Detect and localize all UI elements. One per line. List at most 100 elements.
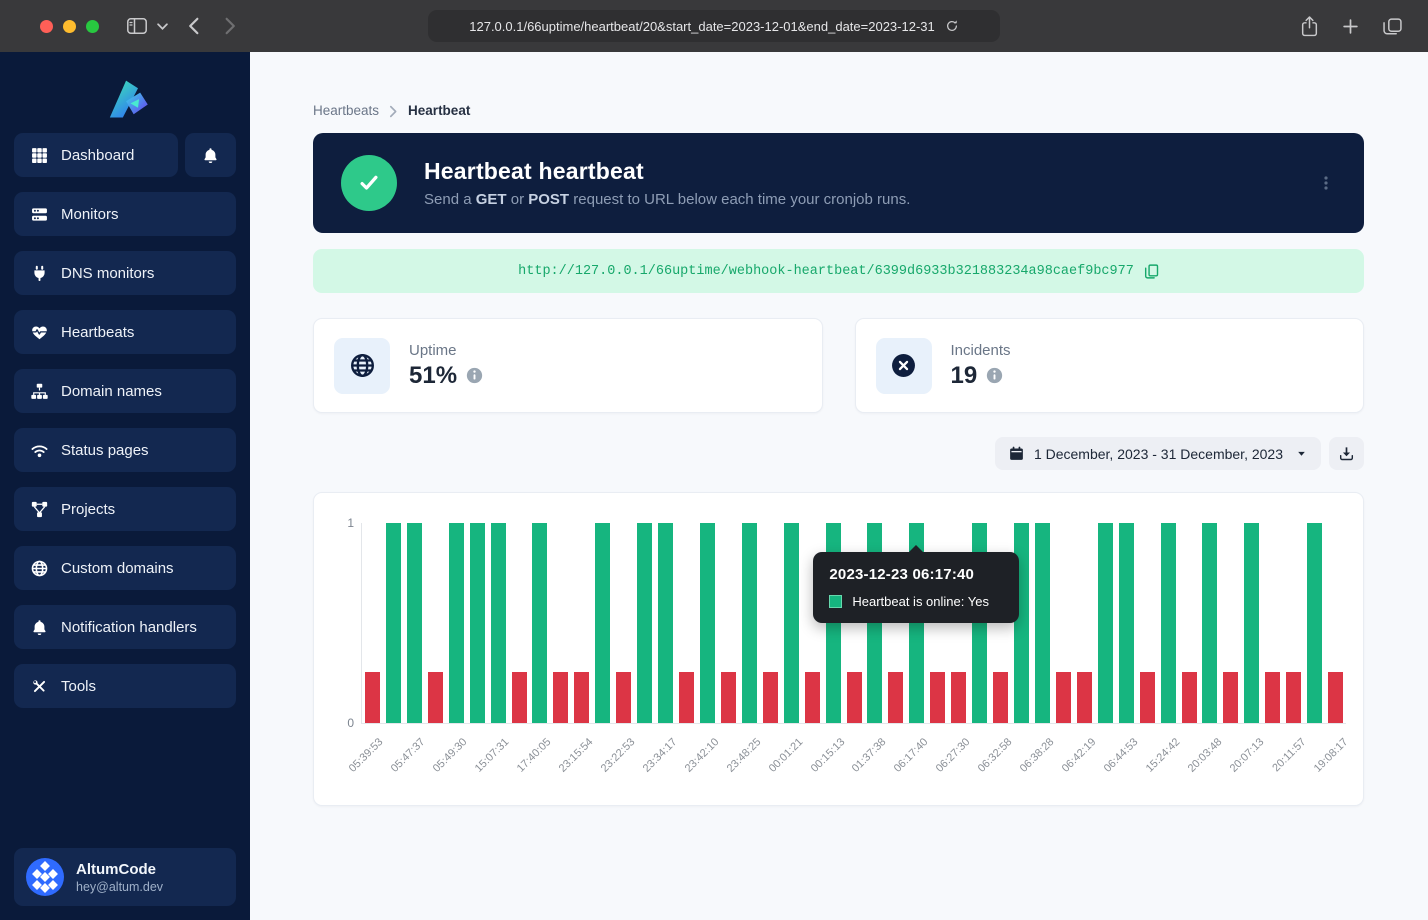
sidebar-item-tools[interactable]: Tools [14, 664, 236, 708]
sidebar-item-label: DNS monitors [61, 264, 155, 282]
heartbeat-bar[interactable] [404, 523, 425, 723]
x-axis-tick-label: 15:24:42 [1143, 736, 1183, 775]
back-icon[interactable] [188, 17, 199, 35]
share-icon[interactable] [1301, 15, 1318, 37]
heartbeat-bar[interactable] [550, 523, 571, 723]
heartbeat-bar[interactable] [1116, 523, 1137, 723]
heartbeat-bar[interactable] [802, 523, 823, 723]
heartbeat-bar[interactable] [1032, 523, 1053, 723]
heartbeat-bar[interactable] [739, 523, 760, 723]
check-icon [360, 175, 378, 190]
sidebar-item-label: Projects [61, 500, 116, 518]
copy-icon[interactable] [1144, 263, 1159, 279]
heartbeat-bar[interactable] [634, 523, 655, 723]
webhook-url-bar[interactable]: http://127.0.0.1/66uptime/webhook-heartb… [313, 249, 1364, 293]
heartbeat-bar[interactable] [509, 523, 530, 723]
heartbeat-bar[interactable] [425, 523, 446, 723]
reload-icon[interactable] [945, 19, 959, 33]
sidebar: Dashboard Monitors DNS monitors Heartbeats… [0, 52, 250, 920]
sidebar-item-heartbeats[interactable]: Heartbeats [14, 310, 236, 354]
breadcrumb-parent-link[interactable]: Heartbeats [313, 103, 380, 118]
new-tab-icon[interactable] [1342, 18, 1359, 35]
sidebar-item-projects[interactable]: Projects [14, 487, 236, 531]
globe-icon [334, 337, 390, 394]
heartbeat-bar[interactable] [530, 523, 551, 723]
url-text: 127.0.0.1/66uptime/heartbeat/20&start_da… [469, 18, 935, 34]
grid-icon [31, 147, 48, 164]
heartbeat-bar[interactable] [613, 523, 634, 723]
y-axis-tick: 0 [347, 716, 354, 730]
x-axis-tick-label: 20:11:57 [1269, 736, 1309, 775]
sidebar-item-status-pages[interactable]: Status pages [14, 428, 236, 472]
user-card[interactable]: AltumCode hey@altum.dev [14, 848, 236, 906]
sidebar-item-dns-monitors[interactable]: DNS monitors [14, 251, 236, 295]
notifications-button[interactable] [185, 133, 236, 177]
sidebar-toggle-icon[interactable] [127, 18, 147, 34]
x-axis-tick-label: 00:15:13 [808, 736, 848, 775]
heartbeat-bar[interactable] [760, 523, 781, 723]
forward-icon[interactable] [225, 17, 236, 35]
heartbeat-bar[interactable] [1325, 523, 1346, 723]
y-axis-tick: 1 [347, 516, 354, 530]
sidebar-item-dashboard[interactable]: Dashboard [14, 133, 178, 177]
sidebar-item-monitors[interactable]: Monitors [14, 192, 236, 236]
heartbeat-bar[interactable] [1137, 523, 1158, 723]
heartbeat-header-card: Heartbeat heartbeat Send a GET or POST r… [313, 133, 1364, 233]
heartbeat-bar[interactable] [467, 523, 488, 723]
browser-chrome: 127.0.0.1/66uptime/heartbeat/20&start_da… [0, 0, 1428, 52]
heartbeat-bar[interactable] [990, 523, 1011, 723]
tooltip-text: Heartbeat is online: Yes [852, 594, 989, 609]
heartbeat-bar[interactable] [362, 523, 383, 723]
sidebar-item-custom-domains[interactable]: Custom domains [14, 546, 236, 590]
address-bar[interactable]: 127.0.0.1/66uptime/heartbeat/20&start_da… [428, 10, 1000, 42]
heartbeat-bar[interactable] [1200, 523, 1221, 723]
heartbeat-bar[interactable] [655, 523, 676, 723]
heartbeat-bar[interactable] [1158, 523, 1179, 723]
x-axis-tick-label: 06:42:19 [1059, 736, 1099, 775]
heartbeat-bar[interactable] [1179, 523, 1200, 723]
date-range-picker[interactable]: 1 December, 2023 - 31 December, 2023 [994, 437, 1321, 470]
heartbeat-bar[interactable] [592, 523, 613, 723]
heartbeat-bar[interactable] [1283, 523, 1304, 723]
heartbeat-bar[interactable] [1053, 523, 1074, 723]
info-icon[interactable] [466, 367, 483, 384]
sidebar-item-domain-names[interactable]: Domain names [14, 369, 236, 413]
heartbeat-bar[interactable] [1220, 523, 1241, 723]
export-button[interactable] [1329, 437, 1364, 470]
zoom-window-button[interactable] [86, 19, 99, 33]
x-axis-tick-label: 23:22:53 [598, 736, 638, 775]
heartbeat-bar[interactable] [927, 523, 948, 723]
uptime-card: Uptime 51% [313, 318, 823, 413]
more-options-button[interactable] [1312, 169, 1340, 197]
heartbeat-bar[interactable] [446, 523, 467, 723]
heartbeat-bar[interactable] [676, 523, 697, 723]
plot-area [361, 523, 1346, 724]
minimize-window-button[interactable] [63, 19, 76, 33]
app-logo[interactable] [0, 52, 250, 133]
sidebar-item-label: Dashboard [61, 146, 135, 164]
breadcrumb: Heartbeats Heartbeat [313, 52, 1364, 118]
heartbeat-bar[interactable] [1074, 523, 1095, 723]
heartbeat-bar[interactable] [781, 523, 802, 723]
sidebar-item-label: Custom domains [61, 559, 174, 577]
info-icon[interactable] [986, 367, 1003, 384]
sidebar-item-notification-handlers[interactable]: Notification handlers [14, 605, 236, 649]
heartbeat-bar[interactable] [885, 523, 906, 723]
user-email: hey@altum.dev [76, 879, 164, 894]
heartbeat-bar[interactable] [571, 523, 592, 723]
heartbeat-bar[interactable] [1241, 523, 1262, 723]
heartbeat-bar[interactable] [1095, 523, 1116, 723]
tab-overview-icon[interactable] [1383, 17, 1402, 35]
heartbeat-bar[interactable] [844, 523, 865, 723]
x-axis-tick-label: 23:42:10 [682, 736, 722, 775]
x-axis-tick-label: 05:39:53 [347, 736, 386, 775]
heartbeat-bar[interactable] [383, 523, 404, 723]
close-window-button[interactable] [40, 19, 53, 33]
heartbeat-bar[interactable] [1304, 523, 1325, 723]
heartbeat-bar[interactable] [488, 523, 509, 723]
heartbeat-bar[interactable] [718, 523, 739, 723]
chevron-down-icon[interactable] [157, 22, 168, 30]
heartbeat-bar[interactable] [1262, 523, 1283, 723]
heartbeat-bar[interactable] [948, 523, 969, 723]
heartbeat-bar[interactable] [697, 523, 718, 723]
